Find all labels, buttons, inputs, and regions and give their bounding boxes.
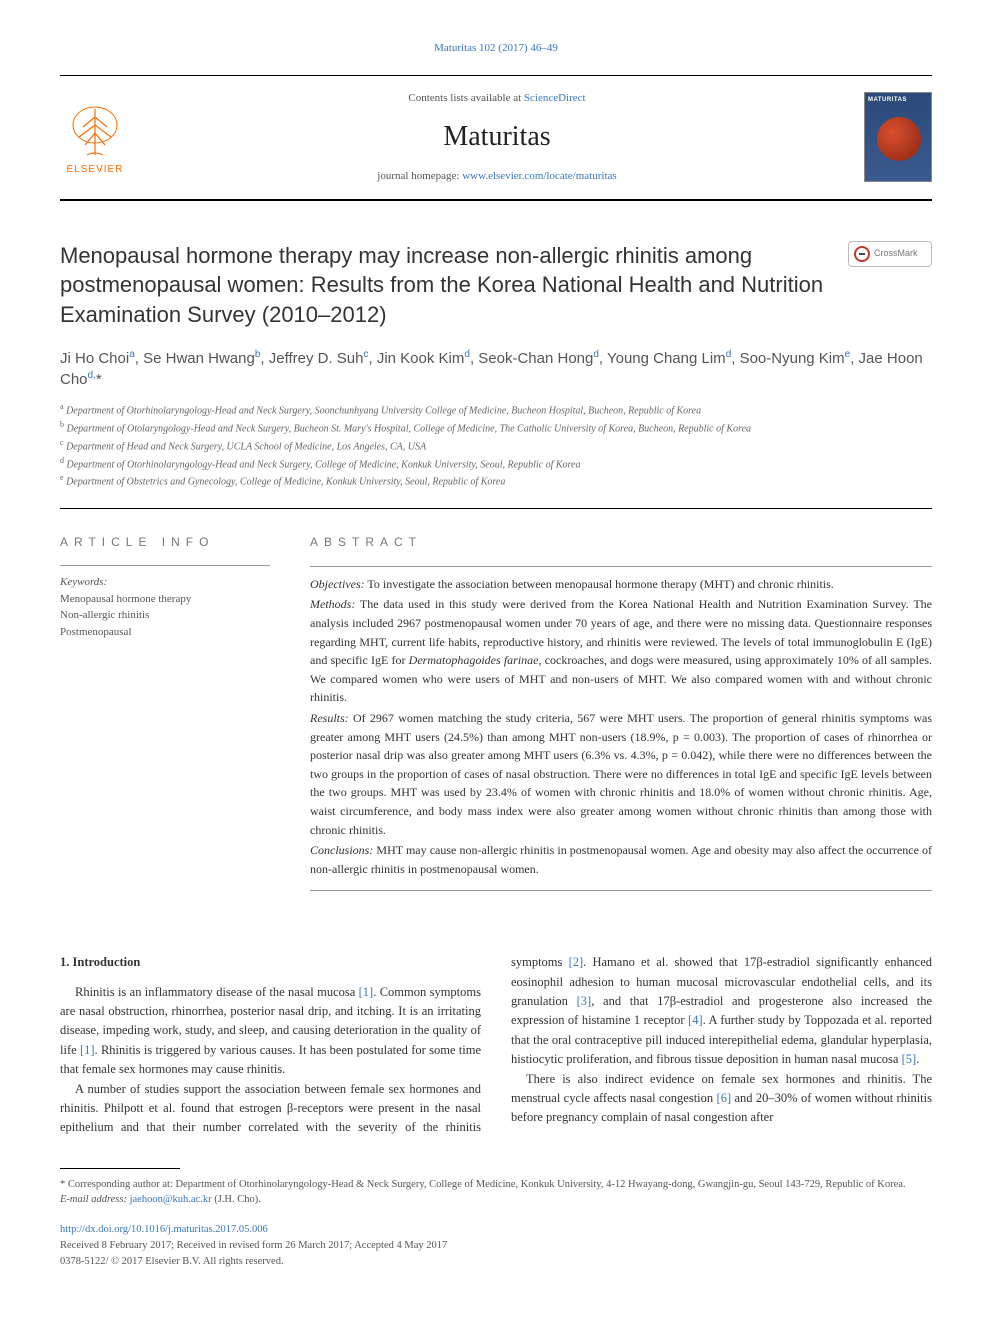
affiliation-item: c Department of Head and Neck Surgery, U… xyxy=(60,437,932,455)
crossmark-label: CrossMark xyxy=(874,247,918,261)
intro-p3: There is also indirect evidence on femal… xyxy=(511,1070,932,1128)
article-title: Menopausal hormone therapy may increase … xyxy=(60,241,828,330)
doi-block: http://dx.doi.org/10.1016/j.maturitas.20… xyxy=(60,1222,932,1269)
intro-heading: 1. Introduction xyxy=(60,953,481,972)
elsevier-tree-icon xyxy=(65,105,125,160)
p1a: Rhinitis is an inflammatory disease of t… xyxy=(75,985,359,999)
info-rule xyxy=(60,565,270,566)
corresponding-text: Corresponding author at: Department of O… xyxy=(65,1179,905,1190)
methods-text: The data used in this study were derived… xyxy=(310,597,932,704)
journal-cover-thumbnail: MATURITAS xyxy=(864,92,932,182)
keywords-list: Menopausal hormone therapyNon-allergic r… xyxy=(60,591,270,641)
ref-link-3[interactable]: [3] xyxy=(577,994,592,1008)
abstract-heading: ABSTRACT xyxy=(310,533,932,552)
ref-link-2[interactable]: [2] xyxy=(569,955,584,969)
objectives-text: To investigate the association between m… xyxy=(365,577,834,591)
abstract-conclusions: Conclusions: MHT may cause non-allergic … xyxy=(310,841,932,878)
article-info-column: ARTICLE INFO Keywords: Menopausal hormon… xyxy=(60,533,270,899)
journal-homepage-line: journal homepage: www.elsevier.com/locat… xyxy=(150,168,844,185)
article-info-heading: ARTICLE INFO xyxy=(60,533,270,551)
ref-link-1b[interactable]: [1] xyxy=(80,1043,95,1057)
results-text: Of 2967 women matching the study criteri… xyxy=(310,711,932,837)
masthead-center: Contents lists available at ScienceDirec… xyxy=(150,90,844,185)
article-body: 1. Introduction Rhinitis is an inflammat… xyxy=(60,953,932,1137)
ref-link-1[interactable]: [1] xyxy=(359,985,374,999)
p1c: . Rhinitis is triggered by various cause… xyxy=(60,1043,481,1076)
ref-link-4[interactable]: [4] xyxy=(688,1013,703,1027)
methods-lead: Methods: xyxy=(310,597,355,611)
corresponding-email-link[interactable]: jaehoon@kuh.ac.kr xyxy=(130,1194,212,1205)
homepage-prefix: journal homepage: xyxy=(377,170,462,182)
contents-available-line: Contents lists available at ScienceDirec… xyxy=(150,90,844,107)
elsevier-logo: ELSEVIER xyxy=(60,97,130,177)
received-line: Received 8 February 2017; Received in re… xyxy=(60,1240,447,1251)
email-suffix: (J.H. Cho). xyxy=(212,1194,261,1205)
keyword-item: Postmenopausal xyxy=(60,624,270,641)
issn-copyright: 0378-5122/ © 2017 Elsevier B.V. All righ… xyxy=(60,1256,284,1267)
sciencedirect-link[interactable]: ScienceDirect xyxy=(524,92,586,104)
journal-homepage-link[interactable]: www.elsevier.com/locate/maturitas xyxy=(462,170,616,182)
footnote-rule xyxy=(60,1168,180,1169)
title-block: Menopausal hormone therapy may increase … xyxy=(60,241,932,330)
elsevier-wordmark: ELSEVIER xyxy=(67,162,124,177)
keywords-label: Keywords: xyxy=(60,574,270,591)
keyword-item: Non-allergic rhinitis xyxy=(60,607,270,624)
abstract-results: Results: Of 2967 women matching the stud… xyxy=(310,709,932,839)
p2f: . xyxy=(916,1052,919,1066)
abstract-methods: Methods: The data used in this study wer… xyxy=(310,595,932,707)
corresponding-author-note: * Corresponding author at: Department of… xyxy=(60,1177,932,1209)
crossmark-badge[interactable]: CrossMark xyxy=(848,241,932,267)
cover-art-icon xyxy=(877,117,921,161)
objectives-lead: Objectives: xyxy=(310,577,365,591)
doi-link[interactable]: http://dx.doi.org/10.1016/j.maturitas.20… xyxy=(60,1224,268,1235)
conclusions-lead: Conclusions: xyxy=(310,843,373,857)
ref-link-5[interactable]: [5] xyxy=(902,1052,917,1066)
header-citation: Maturitas 102 (2017) 46–49 xyxy=(60,40,932,57)
abstract-column: ABSTRACT Objectives: To investigate the … xyxy=(310,533,932,899)
affiliation-item: a Department of Otorhinolaryngology-Head… xyxy=(60,401,932,419)
abstract-bottom-rule xyxy=(310,890,932,891)
conclusions-text: MHT may cause non-allergic rhinitis in p… xyxy=(310,843,932,876)
affiliation-item: d Department of Otorhinolaryngology-Head… xyxy=(60,455,932,473)
separator-rule xyxy=(60,508,932,509)
affiliation-item: e Department of Obstetrics and Gynecolog… xyxy=(60,472,932,490)
intro-p1: Rhinitis is an inflammatory disease of t… xyxy=(60,983,481,1080)
cover-title: MATURITAS xyxy=(868,96,928,105)
results-lead: Results: xyxy=(310,711,349,725)
abstract-rule xyxy=(310,566,932,567)
email-label: E-mail address: xyxy=(60,1194,130,1205)
journal-name: Maturitas xyxy=(150,116,844,158)
authors-list: Ji Ho Choia, Se Hwan Hwangb, Jeffrey D. … xyxy=(60,348,932,392)
info-abstract-row: ARTICLE INFO Keywords: Menopausal hormon… xyxy=(60,533,932,899)
affiliations-list: a Department of Otorhinolaryngology-Head… xyxy=(60,401,932,490)
affiliation-item: b Department of Otolaryngology-Head and … xyxy=(60,419,932,437)
ref-link-6[interactable]: [6] xyxy=(717,1091,732,1105)
abstract-objectives: Objectives: To investigate the associati… xyxy=(310,575,932,594)
contents-prefix: Contents lists available at xyxy=(408,92,523,104)
journal-masthead: ELSEVIER Contents lists available at Sci… xyxy=(60,75,932,201)
keyword-item: Menopausal hormone therapy xyxy=(60,591,270,608)
abstract-body: Objectives: To investigate the associati… xyxy=(310,575,932,879)
crossmark-icon xyxy=(854,246,870,262)
